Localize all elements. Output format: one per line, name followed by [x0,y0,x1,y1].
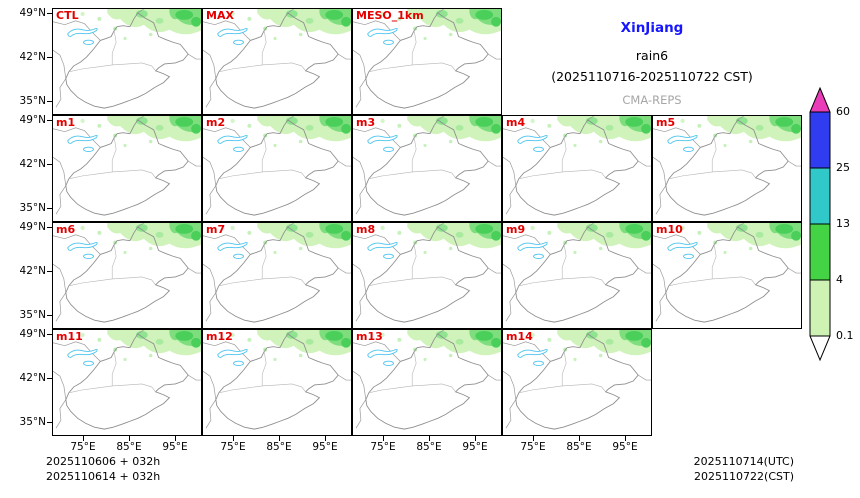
colorbar-level-label: 0.1 [836,329,854,342]
period-title: (2025110716-2025110722 CST) [551,69,753,84]
panel-label: MAX [206,9,234,22]
xinjiang-map [353,116,501,216]
map-panel-m12: m12 [202,329,352,436]
lon-tick-label: 95°E [458,435,492,453]
map-panel-m1: m1 [52,115,202,222]
model-title: CMA-REPS [622,93,682,107]
map-panel-max: MAX [202,8,352,115]
lon-tick-label: 95°E [158,435,192,453]
xinjiang-map [503,116,651,216]
title-block: XinJiang rain6 (2025110716-2025110722 CS… [502,0,802,115]
xinjiang-map [203,116,351,216]
panel-label: m9 [506,223,526,236]
map-panel-m4: m4 [502,115,652,222]
map-panel-m6: m6 [52,222,202,329]
lat-tick-label: 49°N [6,7,53,19]
map-panel-m10: m10 [652,222,802,329]
lon-tick-label: 85°E [412,435,446,453]
lat-tick-label: 35°N [6,95,53,107]
lon-tick-label: 75°E [366,435,400,453]
valid-time-cst: 2025110722(CST) [694,470,794,483]
xinjiang-map [53,330,201,430]
map-panel-ctl: CTL [52,8,202,115]
panel-label: m10 [656,223,683,236]
map-panel-meso-1km: MESO_1km [352,8,502,115]
lon-tick-label: 75°E [66,435,100,453]
valid-time-utc: 2025110714(UTC) [693,455,794,468]
panel-label: m2 [206,116,226,129]
xinjiang-map [653,223,801,323]
lon-tick-label: 95°E [608,435,642,453]
xinjiang-map [53,223,201,323]
lat-tick-label: 35°N [6,309,53,321]
colorbar-over-triangle [810,88,830,112]
xinjiang-map [503,223,651,323]
xinjiang-map [353,9,501,109]
panel-label: m7 [206,223,226,236]
lon-tick-label: 75°E [516,435,550,453]
panel-label: m13 [356,330,383,343]
colorbar-level-label: 25 [836,161,850,174]
lon-tick-label: 75°E [216,435,250,453]
panel-label: m11 [56,330,83,343]
lon-tick-label: 85°E [562,435,596,453]
colorbar-level-label: 13 [836,217,850,230]
lat-tick-label: 49°N [6,328,53,340]
colorbar-level-label: 4 [836,273,843,286]
lat-tick-label: 49°N [6,114,53,126]
xinjiang-map [353,223,501,323]
panel-label: m4 [506,116,526,129]
valid-time-block: 2025110714(UTC) 2025110722(CST) [618,454,794,484]
variable-title: rain6 [635,48,669,63]
region-title: XinJiang [620,20,684,36]
map-panel-m13: m13 [352,329,502,436]
init-time-line1: 2025110606 + 032h [46,455,161,468]
panel-label: CTL [56,9,79,22]
panel-label: m12 [206,330,233,343]
xinjiang-map [203,330,351,430]
colorbar-band-13-25 [810,168,830,224]
init-time-line2: 2025110614 + 032h [46,470,161,483]
map-panel-m5: m5 [652,115,802,222]
xinjiang-map [203,9,351,109]
xinjiang-map [53,116,201,216]
lat-tick-label: 49°N [6,221,53,233]
colorbar-level-label: 60 [836,105,850,118]
panel-label: MESO_1km [356,9,424,22]
map-panel-m7: m7 [202,222,352,329]
panel-label: m8 [356,223,376,236]
lat-tick-label: 35°N [6,202,53,214]
xinjiang-map [353,330,501,430]
map-panel-m9: m9 [502,222,652,329]
lat-tick-label: 42°N [6,265,53,277]
lon-tick-label: 95°E [308,435,342,453]
init-time-block: 2025110606 + 032h 2025110614 + 032h [46,454,160,484]
map-panel-m14: m14 [502,329,652,436]
lat-tick-label: 42°N [6,51,53,63]
colorbar-under-triangle [810,336,830,360]
xinjiang-map [653,116,801,216]
lat-tick-label: 42°N [6,158,53,170]
map-panel-m8: m8 [352,222,502,329]
panel-label: m6 [56,223,76,236]
map-panel-m2: m2 [202,115,352,222]
panel-label: m5 [656,116,676,129]
panel-label: m14 [506,330,533,343]
panel-label: m3 [356,116,376,129]
colorbar-band-01-4 [810,280,830,336]
xinjiang-map [503,330,651,430]
map-panel-m3: m3 [352,115,502,222]
colorbar-band-4-13 [810,224,830,280]
map-panel-m11: m11 [52,329,202,436]
colorbar-band-25-60 [810,112,830,168]
colorbar [809,86,831,362]
xinjiang-map [53,9,201,109]
panel-label: m1 [56,116,76,129]
lon-tick-label: 85°E [262,435,296,453]
lon-tick-label: 85°E [112,435,146,453]
xinjiang-map [203,223,351,323]
lat-tick-label: 42°N [6,372,53,384]
lat-tick-label: 35°N [6,416,53,428]
